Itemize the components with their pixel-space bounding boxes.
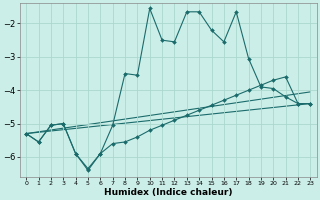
X-axis label: Humidex (Indice chaleur): Humidex (Indice chaleur) xyxy=(104,188,233,197)
